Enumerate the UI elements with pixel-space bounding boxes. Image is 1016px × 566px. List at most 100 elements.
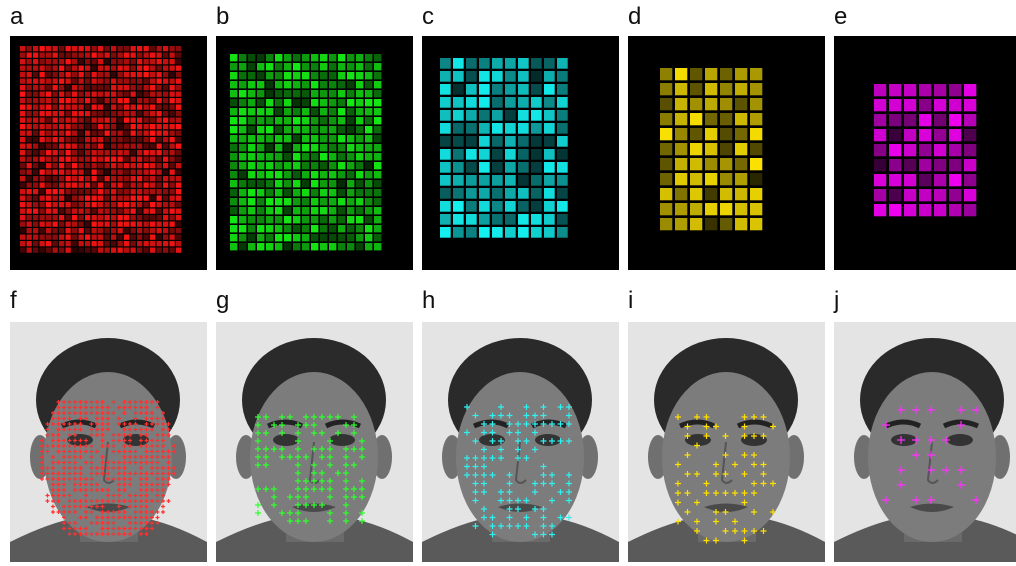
grid-cell (311, 117, 318, 124)
grid-cell (479, 84, 490, 95)
grid-cell (66, 111, 71, 116)
grid-cell (293, 54, 300, 61)
grid-cell (157, 222, 162, 227)
grid-cell (85, 228, 90, 233)
grid-cell (124, 176, 129, 181)
grid-cell (20, 189, 25, 194)
grid-cell (131, 222, 136, 227)
grid-cell (59, 150, 64, 155)
grid-cell (230, 162, 237, 169)
grid-cell (33, 131, 38, 136)
grid-cell (79, 53, 84, 58)
grid-cell (131, 196, 136, 201)
grid-cell (257, 225, 264, 232)
grid-cell (53, 66, 58, 71)
grid-cell (544, 110, 555, 121)
grid-cell (98, 59, 103, 64)
grid-cell (176, 189, 181, 194)
grid-cell (505, 227, 516, 238)
grid-cell (720, 203, 732, 215)
panel-label: j (833, 287, 839, 314)
grid-cell (889, 144, 901, 156)
grid-cell (230, 180, 237, 187)
grid-cell (505, 84, 516, 95)
grid-cell (46, 176, 51, 181)
grid-cell (239, 189, 246, 196)
grid-cell (329, 99, 336, 106)
grid-cell (347, 135, 354, 142)
grid-cell (98, 209, 103, 214)
grid-cell (85, 46, 90, 51)
grid-cell (118, 241, 123, 246)
grid-cell (675, 113, 687, 125)
grid-cell (275, 108, 282, 115)
grid-cell (453, 97, 464, 108)
grid-cell (176, 183, 181, 188)
grid-cell (59, 137, 64, 142)
grid-cell (144, 79, 149, 84)
grid-cell (124, 235, 129, 240)
grid-cell (302, 81, 309, 88)
grid-cell (105, 137, 110, 142)
grid-cell (302, 243, 309, 250)
grid-cell (157, 111, 162, 116)
grid-cell (79, 131, 84, 136)
grid-cell (79, 79, 84, 84)
grid-cell (479, 123, 490, 134)
grid-cell (176, 170, 181, 175)
grid-cell (72, 209, 77, 214)
grid-cell (33, 215, 38, 220)
grid-cell (46, 79, 51, 84)
grid-cell (492, 175, 503, 186)
grid-cell (284, 198, 291, 205)
grid-cell (544, 149, 555, 160)
grid-cell (150, 53, 155, 58)
grid-cell (329, 63, 336, 70)
grid-cell (239, 99, 246, 106)
grid-cell (85, 215, 90, 220)
grid-cell (347, 243, 354, 250)
grid-cell (163, 53, 168, 58)
grid-cell (105, 85, 110, 90)
grid-cell (284, 171, 291, 178)
grid-cell (92, 53, 97, 58)
grid-cell (144, 131, 149, 136)
grid-cell (72, 222, 77, 227)
grid-cell (131, 105, 136, 110)
grid-cell (356, 63, 363, 70)
grid-cell (311, 162, 318, 169)
grid-cell (239, 72, 246, 79)
grid-cell (163, 131, 168, 136)
grid-cell (284, 153, 291, 160)
grid-cell (492, 227, 503, 238)
grid-cell (118, 163, 123, 168)
grid-cell (92, 163, 97, 168)
grid-cell (53, 124, 58, 129)
grid-cell (934, 114, 946, 126)
grid-cell (675, 68, 687, 80)
grid-cell (27, 131, 32, 136)
grid-cell (257, 144, 264, 151)
grid-cell (20, 202, 25, 207)
grid-cell (735, 173, 747, 185)
grid-cell (33, 92, 38, 97)
grid-cell (40, 118, 45, 123)
grid-cell (33, 53, 38, 58)
grid-cell (466, 136, 477, 147)
grid-cell (150, 176, 155, 181)
grid-cell (124, 79, 129, 84)
grid-cell (257, 81, 264, 88)
grid-cell (690, 173, 702, 185)
grid-cell (92, 183, 97, 188)
grid-cell (118, 209, 123, 214)
grid-cell (266, 216, 273, 223)
grid-cell (157, 189, 162, 194)
grid-cell (329, 144, 336, 151)
grid-cell (275, 81, 282, 88)
grid-cell (163, 228, 168, 233)
grid-cell (131, 235, 136, 240)
grid-cell (20, 79, 25, 84)
grid-cell (365, 54, 372, 61)
grid-cell (257, 54, 264, 61)
grid-cell (356, 189, 363, 196)
